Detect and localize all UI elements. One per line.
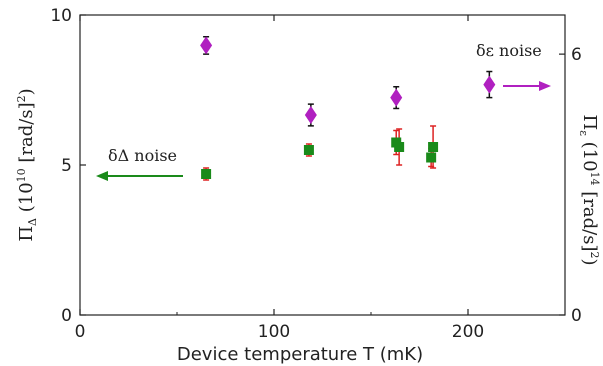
- left-arrow-text: δΔ noise: [108, 146, 177, 165]
- points-group: [200, 36, 495, 179]
- svg-text:Πε (1014 [rad/s]2): Πε (1014 [rad/s]2): [577, 114, 601, 265]
- data-point-square: [426, 153, 436, 163]
- left-arrow: [96, 171, 183, 181]
- right-arrow-text: δε noise: [476, 41, 542, 60]
- left-axis-label: ΠΔ (1010 [rad/s]2): [15, 88, 39, 241]
- right-tick-label: 0: [571, 306, 582, 326]
- errorbars-group: [203, 37, 492, 180]
- data-point-diamond: [305, 106, 317, 124]
- left-tick-label: 0: [61, 306, 72, 326]
- data-point-diamond: [483, 76, 495, 94]
- left-tick-label: 10: [50, 6, 72, 26]
- svg-text:ΠΔ (1010 [rad/s]2): ΠΔ (1010 [rad/s]2): [15, 88, 39, 241]
- left-tick-label: 5: [61, 156, 72, 176]
- x-axis-label: Device temperature T (mK): [177, 344, 423, 365]
- x-tick-label: 0: [75, 322, 86, 342]
- x-tick-label: 100: [258, 322, 290, 342]
- data-point-diamond: [200, 36, 212, 54]
- data-point-square: [394, 142, 404, 152]
- right-arrow: [503, 81, 551, 91]
- x-tick-label: 200: [452, 322, 484, 342]
- right-axis-label: Πε (1014 [rad/s]2): [577, 114, 601, 265]
- data-point-square: [201, 169, 211, 179]
- data-point-square: [304, 145, 314, 155]
- right-tick-label: 6: [571, 45, 582, 65]
- data-point-diamond: [390, 89, 402, 107]
- data-point-square: [428, 142, 438, 152]
- plot-frame: [80, 15, 565, 315]
